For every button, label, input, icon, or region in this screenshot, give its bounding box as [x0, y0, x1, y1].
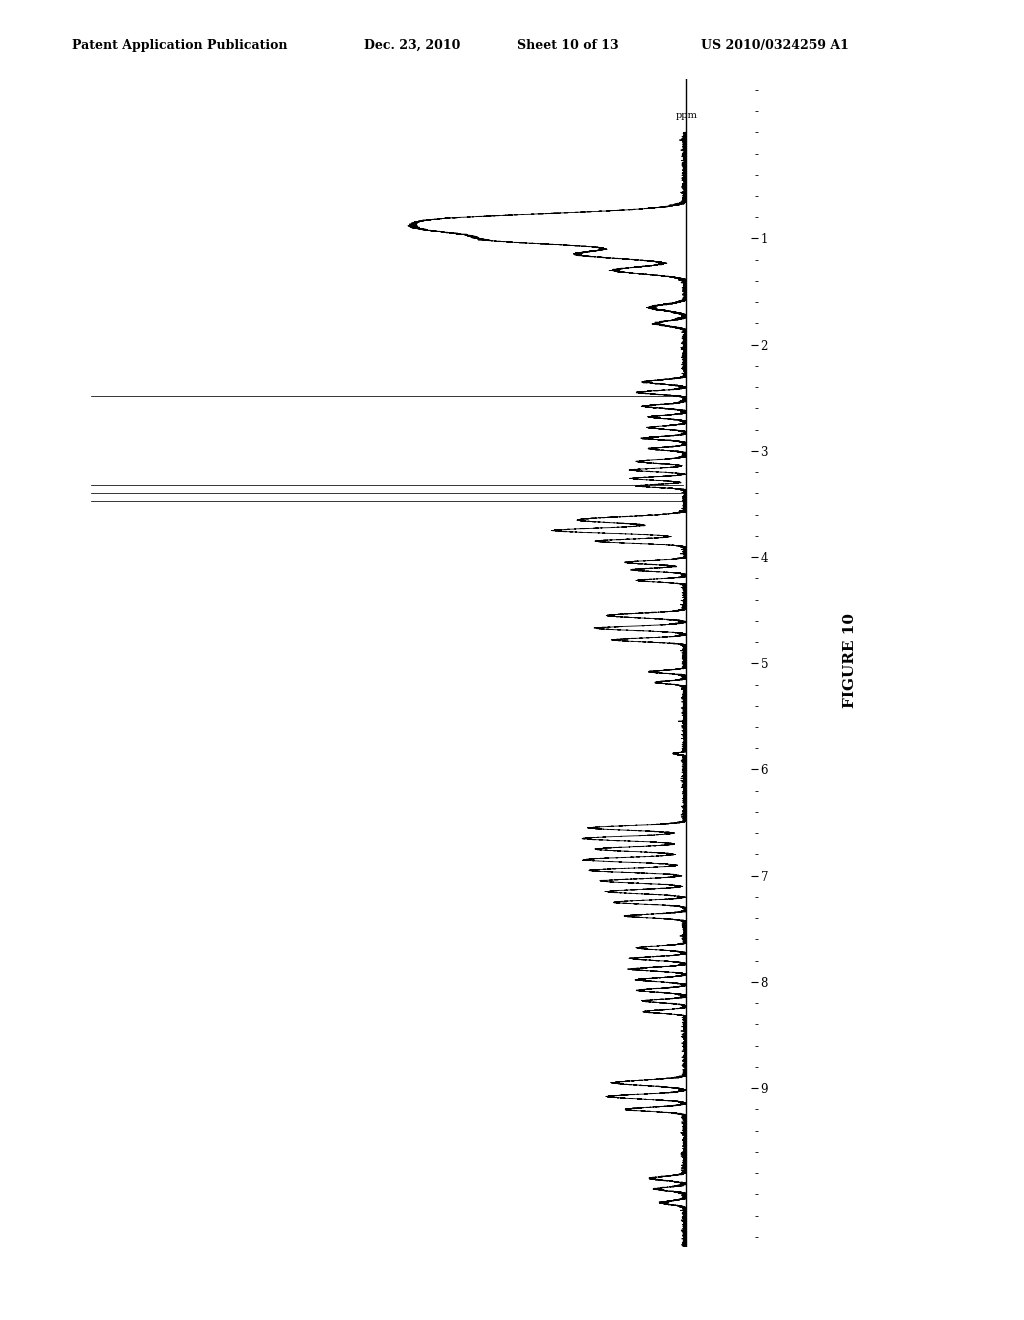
Text: Dec. 23, 2010: Dec. 23, 2010 — [364, 38, 460, 51]
Text: Sheet 10 of 13: Sheet 10 of 13 — [517, 38, 618, 51]
Text: FIGURE 10: FIGURE 10 — [843, 612, 857, 708]
Text: ppm: ppm — [676, 111, 697, 120]
Text: US 2010/0324259 A1: US 2010/0324259 A1 — [701, 38, 849, 51]
Text: Patent Application Publication: Patent Application Publication — [72, 38, 287, 51]
